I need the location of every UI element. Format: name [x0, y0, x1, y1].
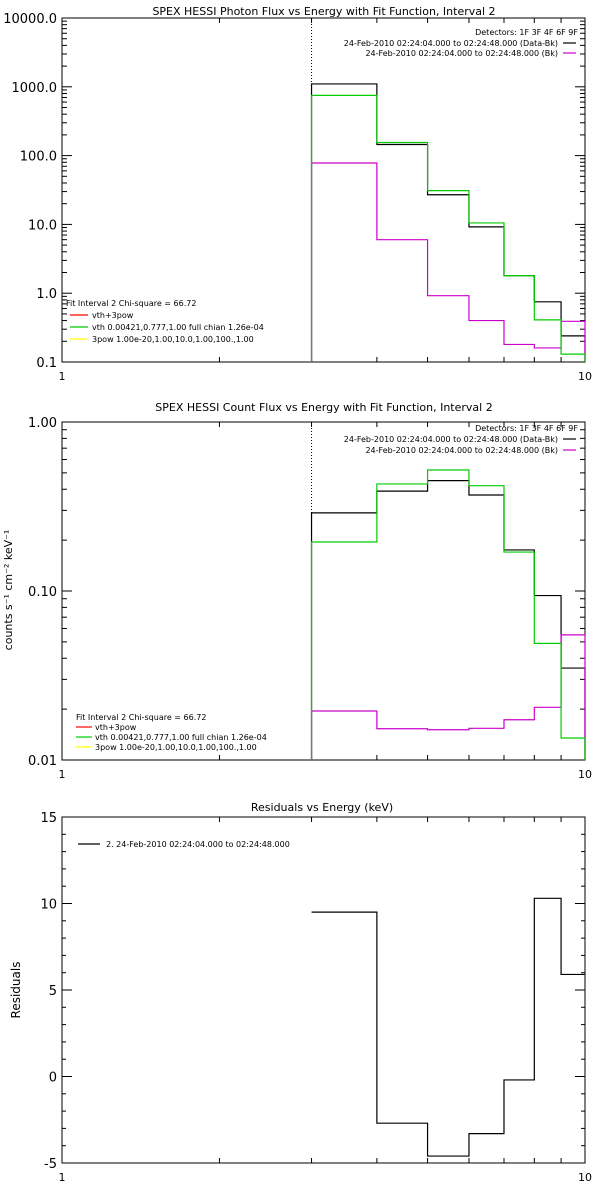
series-line-0 [310, 480, 586, 760]
x-tick-label: 10 [578, 768, 592, 781]
x-tick-label: 1 [59, 370, 66, 383]
series-line-2 [310, 469, 586, 760]
series-line-2 [310, 94, 586, 362]
legend-entry-label: vth 0.00421,0.777,1.00 full chian 1.26e-… [92, 323, 264, 332]
x-tick-label: 1 [59, 768, 66, 781]
legend-entry-label: 3pow 1.00e-20,1.00,10.0,1.00,100.,1.00 [92, 335, 254, 344]
x-tick-label: 10 [578, 370, 592, 383]
count-flux-title: SPEX HESSI Count Flux vs Energy with Fit… [155, 401, 492, 414]
photon-flux-header: Detectors: 1F 3F 4F 6F 9F 24-Feb-2010 02… [344, 28, 579, 58]
header-detectors: Detectors: 1F 3F 4F 6F 9F [475, 28, 578, 37]
y-tick-label: 0.10 [28, 585, 57, 600]
legend-entry-label: 2. 24-Feb-2010 02:24:04.000 to 02:24:48.… [106, 840, 290, 849]
header-data-bk: 24-Feb-2010 02:24:04.000 to 02:24:48.000… [344, 435, 558, 444]
y-tick-label: -5 [44, 1157, 57, 1172]
legend-heading: Fit Interval 2 Chi-square = 66.72 [66, 299, 196, 308]
legend-entry-label: 3pow 1.00e-20,1.00,10.0,1.00,100.,1.00 [95, 743, 257, 752]
legend-entry-label: vth+3pow [95, 723, 137, 732]
legend-entry-label: vth+3pow [92, 311, 134, 320]
y-tick-label: 100.0 [20, 150, 57, 165]
residuals-ylabel: Residuals [9, 962, 23, 1019]
y-tick-label: 5 [49, 984, 57, 999]
count-flux-panel: SPEX HESSI Count Flux vs Energy with Fit… [2, 401, 592, 781]
series-line-0 [311, 897, 585, 1157]
photon-flux-legend: Fit Interval 2 Chi-square = 66.72 vth+3p… [66, 299, 264, 344]
x-tick-label: 1 [59, 1171, 66, 1184]
header-data-bk: 24-Feb-2010 02:24:04.000 to 02:24:48.000… [344, 39, 558, 48]
x-tick-label: 10 [578, 1171, 592, 1184]
residuals-legend: 2. 24-Feb-2010 02:24:04.000 to 02:24:48.… [106, 840, 290, 849]
residuals-title: Residuals vs Energy (keV) [251, 801, 393, 814]
y-tick-label: 10 [40, 898, 57, 913]
series-line-1 [310, 162, 586, 362]
y-tick-label: 0.1 [36, 356, 57, 371]
series-line-1 [310, 634, 586, 760]
count-flux-legend: Fit Interval 2 Chi-square = 66.72 vth+3p… [76, 713, 267, 752]
y-tick-label: 0.01 [28, 754, 57, 769]
count-flux-ylabel: counts s⁻¹ cm⁻² keV⁻¹ [2, 530, 15, 651]
legend-heading: Fit Interval 2 Chi-square = 66.72 [76, 713, 206, 722]
header-bk: 24-Feb-2010 02:24:04.000 to 02:24:48.000… [365, 446, 558, 455]
y-tick-label: 1.0 [36, 287, 57, 302]
header-bk: 24-Feb-2010 02:24:04.000 to 02:24:48.000… [365, 49, 558, 58]
plot-frame [61, 816, 586, 1164]
residuals-panel: Residuals vs Energy (keV) Residuals 2. 2… [9, 801, 592, 1184]
y-tick-label: 10.0 [28, 218, 57, 233]
plot-frame [61, 17, 586, 363]
y-tick-label: 0 [49, 1071, 57, 1086]
count-flux-header: Detectors: 1F 3F 4F 6F 9F 24-Feb-2010 02… [344, 424, 579, 455]
y-tick-label: 1.00 [28, 416, 57, 431]
plot-frame [61, 421, 586, 761]
photon-flux-panel: SPEX HESSI Photon Flux vs Energy with Fi… [3, 5, 592, 383]
legend-entry-label: vth 0.00421,0.777,1.00 full chian 1.26e-… [95, 733, 267, 742]
y-tick-label: 10000.0 [3, 12, 57, 27]
header-detectors: Detectors: 1F 3F 4F 6F 9F [475, 424, 578, 433]
y-tick-label: 15 [40, 811, 57, 826]
y-tick-label: 1000.0 [12, 81, 58, 96]
photon-flux-title: SPEX HESSI Photon Flux vs Energy with Fi… [152, 5, 495, 18]
